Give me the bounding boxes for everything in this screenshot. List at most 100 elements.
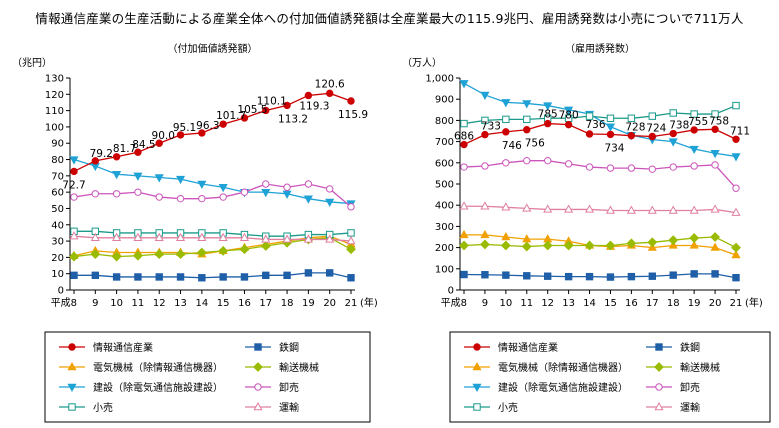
data-point <box>501 231 511 241</box>
data-point <box>606 130 615 139</box>
data-label: 711 <box>730 125 750 137</box>
data-point <box>711 270 719 278</box>
data-point <box>585 130 594 138</box>
data-point <box>176 273 185 281</box>
data-label: 755 <box>688 116 708 128</box>
data-point <box>690 126 698 134</box>
data-point <box>176 194 185 203</box>
data-point <box>325 234 335 243</box>
y-tick-label: 100 <box>435 264 454 275</box>
data-point <box>521 241 532 252</box>
legend-item: 運輸 <box>245 401 299 414</box>
y-unit-label: （万人） <box>402 57 442 69</box>
data-point <box>669 129 677 138</box>
data-point <box>627 114 636 122</box>
series-line <box>463 82 737 158</box>
data-point <box>690 110 698 118</box>
legend-label: 卸売 <box>279 381 299 394</box>
data-point <box>523 272 531 280</box>
y-tick-label: 40 <box>51 220 64 231</box>
legend-item: 輸送機械 <box>245 361 319 374</box>
data-point <box>502 159 510 167</box>
data-point <box>347 97 355 105</box>
data-point <box>262 180 270 188</box>
data-point <box>325 269 334 277</box>
legend-swatch-marker <box>254 383 262 391</box>
data-point <box>543 102 553 111</box>
data-point <box>732 274 740 282</box>
data-point <box>523 156 531 165</box>
data-point <box>346 244 356 255</box>
data-point <box>500 240 511 251</box>
data-point <box>522 100 532 109</box>
data-point <box>732 184 740 192</box>
data-point <box>731 207 741 216</box>
data-label: 733 <box>481 121 501 133</box>
legend-label: 鉄鋼 <box>680 341 700 354</box>
legend-label: 輸送機械 <box>680 361 720 374</box>
data-point <box>689 205 699 214</box>
legend-item: 鉄鋼 <box>646 341 700 354</box>
y-tick-label: 70 <box>51 171 64 182</box>
y-tick-label: 1,000 <box>425 74 454 85</box>
data-point <box>502 115 510 124</box>
legend-swatch-marker <box>67 383 77 393</box>
legend-swatch-marker <box>472 361 482 371</box>
data-point <box>668 235 679 246</box>
chart-title: （雇用誘発数） <box>565 42 635 55</box>
legend-swatch-marker <box>253 362 263 372</box>
series-line <box>464 205 737 214</box>
legend-item: 卸売 <box>646 381 700 394</box>
legend-item: 小売 <box>464 401 518 414</box>
data-point <box>262 106 270 115</box>
data-point <box>627 131 636 140</box>
legend-item: 鉄鋼 <box>245 341 299 354</box>
data-point <box>481 130 489 139</box>
data-label: 96.3 <box>196 120 219 132</box>
x-tick-label: 13 <box>174 298 187 309</box>
data-point <box>303 234 313 243</box>
data-point <box>218 184 228 193</box>
data-point <box>585 272 594 281</box>
data-label: 105.5 <box>237 104 267 116</box>
legend-swatch-marker <box>68 403 76 411</box>
y-tick-label: 800 <box>435 116 454 127</box>
data-point <box>711 125 719 134</box>
data-point <box>347 274 355 282</box>
data-point <box>239 244 250 255</box>
data-point <box>90 232 100 242</box>
data-point <box>669 271 677 279</box>
data-label: 736 <box>586 119 606 131</box>
data-point <box>523 126 531 134</box>
legend-item: 建設（除電気通信施設建設） <box>59 381 223 394</box>
legend-swatch-marker <box>253 401 263 411</box>
x-tick-label: 13 <box>562 298 575 309</box>
data-label: 84.5 <box>132 139 155 151</box>
y-tick-label: 200 <box>435 243 454 254</box>
legend-swatch-marker <box>473 403 481 411</box>
legend-item: 運輸 <box>646 401 700 414</box>
data-point <box>605 205 616 214</box>
data-label: 780 <box>559 110 579 122</box>
legend-label: 小売 <box>93 401 113 414</box>
x-tick-label: 15 <box>604 298 617 309</box>
data-label: 101.7 <box>216 110 246 122</box>
series-4 <box>459 232 741 253</box>
data-point <box>134 188 142 196</box>
y-tick-label: 130 <box>45 74 64 85</box>
legend-item: 電気機械（除情報通信機器） <box>59 361 223 374</box>
data-point <box>133 232 143 242</box>
data-point <box>648 112 657 120</box>
x-tick-label: 17 <box>259 298 272 309</box>
data-point <box>668 138 678 147</box>
y-tick-label: 90 <box>51 139 64 150</box>
series-5 <box>69 156 356 209</box>
data-point <box>731 242 741 253</box>
data-label: 79.2 <box>90 148 113 160</box>
data-label: 686 <box>454 131 474 143</box>
data-point <box>648 165 657 173</box>
data-point <box>219 273 227 281</box>
